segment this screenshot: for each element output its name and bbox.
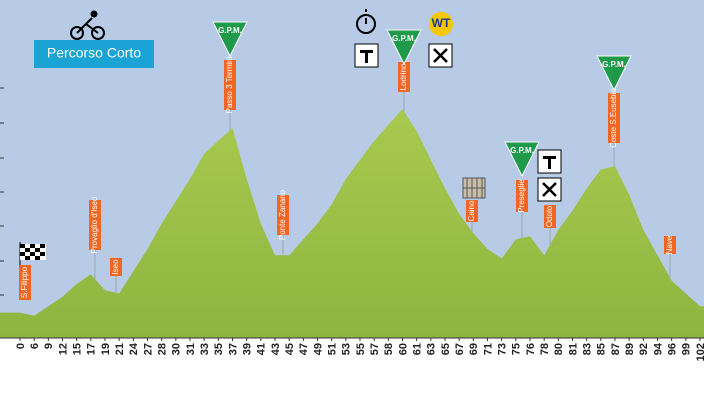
x-tick-label: 31 [185,343,197,355]
x-tick-label: 35 [213,343,225,355]
x-tick-label: 60 [397,343,409,355]
x-tick-label: 0 [15,343,27,349]
svg-text:WT: WT [432,16,451,30]
gpm-label: G.P.M. [392,34,416,43]
x-tick-label: 94 [652,342,664,355]
x-tick-label: 65 [440,343,452,355]
waypoint-label: Lodrino [399,63,408,90]
waypoint-box [224,60,236,110]
x-tick-label: 6 [29,343,41,349]
x-tick-label: 19 [100,343,112,355]
waypoint-label: Odolo [545,205,554,227]
x-tick-label: 73 [497,343,509,355]
waypoint-label: Ponte Zanano [278,189,287,240]
x-tick-label: 78 [539,343,551,355]
waypoint-box [110,258,122,276]
gpm-triangle [504,141,540,178]
food-icon [428,43,453,68]
gate-icon [462,177,486,199]
x-tick-label: 75 [511,343,523,355]
waypoint-label: Coste S.Eusebio [609,88,618,148]
waypoint-box [544,205,556,228]
x-tick-label: 63 [426,343,438,355]
gpm-triangle [596,55,632,92]
x-tick-label: 69 [468,343,480,355]
stopwatch-icon [356,9,376,34]
x-tick-label: 76 [525,343,537,355]
x-tick-label: 61 [412,343,424,355]
x-tick-label: 41 [256,343,268,355]
x-tick-label: 58 [383,343,395,355]
waypoint-label: Nave [665,235,674,254]
waypoint-box [664,236,676,254]
x-tick-label: 21 [114,343,126,355]
x-tick-label: 71 [482,343,494,355]
x-tick-label: 96 [667,343,679,355]
x-tick-label: 28 [157,343,169,355]
x-tick-label: 15 [72,343,84,355]
waypoint-box [466,200,478,222]
x-tick-label: 99 [681,343,693,355]
x-tick-label: 43 [270,343,282,355]
x-tick-label: 9 [43,343,55,349]
x-tick-label: 45 [284,343,296,355]
waypoint-label: Iseo [111,259,120,275]
waypoint-box [19,265,31,300]
x-tick-label: 17 [86,343,98,355]
x-tick-label: 51 [327,343,339,355]
waypoint-box [516,180,528,212]
waypoint-label: Preseglie [517,179,526,213]
x-tick-label: 89 [624,343,636,355]
x-tick-label: 102 [695,343,704,361]
cyclist-icon [70,10,105,40]
x-tick-label: 80 [553,343,565,355]
x-tick-label: 49 [312,343,324,355]
x-tick-label: 83 [582,343,594,355]
waypoint-box [277,195,289,235]
gpm-label: G.P.M. [218,26,242,35]
food-icon [537,177,562,202]
x-tick-label: 92 [638,343,650,355]
x-tick-label: 30 [171,343,183,355]
wt-logo: WT [429,12,453,36]
gpm-triangle [386,29,422,66]
x-tick-label: 53 [341,343,353,355]
chart-title: Percorso Corto [47,45,141,61]
x-tick-label: 67 [454,343,466,355]
waypoint-label: Caino [467,200,476,221]
x-tick-label: 47 [298,343,310,355]
x-tick-label: 24 [128,342,140,355]
waypoint-label: S.Filippo [20,266,29,298]
x-tick-label: 55 [355,343,367,355]
hammer-icon [537,149,562,174]
x-tick-label: 39 [242,343,254,355]
waypoint-box [608,93,620,143]
waypoint-box [89,200,101,250]
x-tick-label: 12 [57,343,69,355]
waypoint-box [398,62,410,92]
waypoint-label: Provaglio d'Iseo [90,196,99,253]
title-box [34,40,154,68]
hammer-icon [354,43,379,68]
y-axis-dashes [0,87,4,296]
x-tick-label: 57 [369,343,381,355]
gpm-label: G.P.M. [602,60,626,69]
gpm-label: G.P.M. [510,146,534,155]
x-tick-label: 87 [610,343,622,355]
x-tick-label: 85 [596,343,608,355]
x-tick-label: 33 [199,343,211,355]
waypoint-label: Passo 3 Termini [225,56,234,113]
flag-icon [19,242,46,275]
x-tick-label: 37 [227,343,239,355]
x-tick-label: 81 [567,343,579,355]
gpm-triangle [212,21,248,58]
profile-area [0,109,704,338]
x-tick-label: 27 [142,343,154,355]
